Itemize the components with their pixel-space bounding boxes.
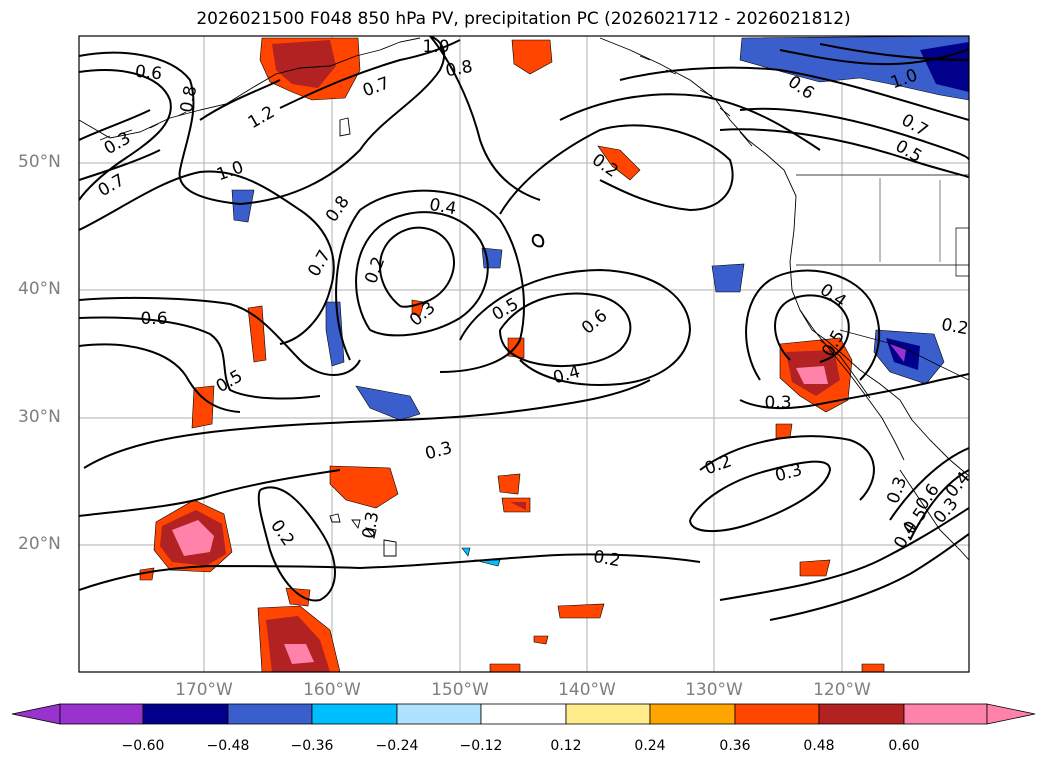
colorbar	[11, 703, 1036, 725]
colorbar-segment	[903, 703, 988, 725]
lon-label-120w: 120°W	[813, 680, 871, 700]
contour-label: 0.5	[213, 366, 246, 397]
colorbar-segment	[59, 703, 144, 725]
contour-label: 0.3	[101, 128, 134, 159]
colorbar-segment	[480, 703, 567, 725]
contour-label: 0.7	[95, 170, 128, 201]
lat-label-50n: 50°N	[18, 152, 61, 172]
colorbar-tick-label: 0.24	[634, 738, 666, 754]
colorbar-tick-label: −0.24	[375, 738, 419, 754]
contour-label: 0.2	[940, 315, 970, 339]
lat-label-20n: 20°N	[18, 534, 61, 554]
colorbar-tick-label: 0.12	[550, 738, 582, 754]
contour-label: 0.5	[489, 294, 522, 325]
colorbar-extend-low	[11, 703, 61, 725]
contour-label: 0.6	[140, 309, 167, 329]
lat-label-40n: 40°N	[18, 279, 61, 299]
precip-negative-region	[739, 36, 969, 101]
contour-label: 0.4	[428, 195, 458, 219]
colorbar-segment	[142, 703, 229, 725]
contour-label: 0.3	[423, 438, 454, 464]
colorbar-tick-label: −0.36	[290, 738, 334, 754]
contour-label: 1.0	[422, 37, 449, 57]
contour-label: 0.2	[702, 451, 734, 479]
colorbar-tick-label: −0.48	[206, 738, 250, 754]
colorbar-segment	[396, 703, 482, 725]
map-title: 2026021500 F048 850 hPa PV, precipitatio…	[196, 9, 851, 29]
contour-label: 0.6	[134, 62, 163, 85]
contour-label: 0.3	[764, 393, 791, 413]
pv-contours	[79, 36, 969, 621]
lon-label-160w: 160°W	[303, 680, 361, 700]
contour-label: 1.2	[245, 102, 278, 133]
lat-label-30n: 30°N	[18, 407, 61, 427]
colorbar-segment	[565, 703, 651, 725]
lon-label-140w: 140°W	[558, 680, 616, 700]
colorbar-segment	[311, 703, 398, 725]
colorbar-extend-high	[986, 703, 1036, 725]
contour-label: 0.8	[444, 57, 474, 81]
colorbar-segment	[734, 703, 820, 725]
contour-label: 0.8	[322, 192, 354, 226]
colorbar-segment	[818, 703, 905, 725]
colorbar-segment	[227, 703, 313, 725]
contour-label: 0.3	[773, 460, 804, 486]
contour-label: 0.8	[177, 84, 201, 114]
colorbar-tick-label: 0.36	[719, 738, 751, 754]
colorbar-tick-label: −0.60	[121, 738, 165, 754]
contour-label: 0.3	[359, 510, 383, 540]
colorbar-tick-label: 0.60	[888, 738, 920, 754]
contour-label: 0.3	[883, 474, 911, 506]
colorbar-segment	[649, 703, 736, 725]
contour-label: 0.7	[360, 73, 392, 101]
lon-label-150w: 150°W	[431, 680, 489, 700]
contour-label: 0.4	[816, 280, 850, 312]
colorbar-tick-label: 0.48	[803, 738, 835, 754]
precipitation-shading	[139, 36, 969, 672]
colorbar-tick-label: −0.12	[459, 738, 503, 754]
lon-label-130w: 130°W	[685, 680, 743, 700]
contour-label: 0.2	[361, 254, 389, 286]
contour-label: 0.7	[304, 247, 335, 280]
contour-label: 0.2	[592, 547, 622, 571]
lon-label-170w: 170°W	[175, 680, 233, 700]
contour-label: 1.0	[214, 157, 246, 185]
plot-frame	[78, 35, 970, 673]
contour-label: 0.6	[578, 306, 612, 339]
contour-label: 0.3	[406, 298, 440, 331]
